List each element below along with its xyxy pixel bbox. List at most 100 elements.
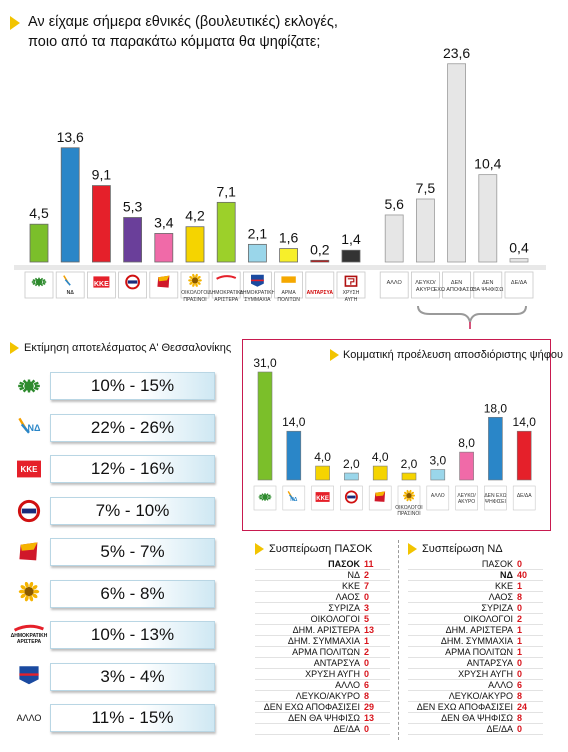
main-value-label-4: 3,4: [154, 214, 174, 230]
nd_table-row-label-12: ΛΕΥΚΟ/ΑΚΥΡΟ: [448, 691, 513, 702]
party-logo-0: [31, 277, 47, 287]
pasok-marker-icon: [255, 543, 264, 556]
estimate-range-5: 6% - 8%: [50, 579, 215, 608]
pasok_table-row-2: ΚΚΕ 7: [255, 581, 390, 593]
party-logo-6: [216, 275, 237, 280]
estimate-title-text: Εκτίμηση αποτελέσματος Α' Θεσσαλονίκης: [24, 342, 232, 354]
main-vote-chart: 4,5 13,6 ΝΔ 9,1 ΚΚΕ 5,3 3,4 4,2 ΟΙΚΟΛΟΓΟΙ ΠΡΑΣΙΝΟ…: [14, 45, 546, 329]
estimate-party-icon-7: [10, 665, 48, 689]
main-category-box-9: [305, 271, 335, 299]
pasok_table-row-label-12: ΛΕΥΚΟ/ΑΚΥΡΟ: [295, 691, 360, 702]
estimate-party-icon-8: ΑΛΛΟ: [10, 706, 48, 730]
pasok_table-row-15: ΔΕ/ΔΑ 0: [255, 724, 390, 736]
nd_table-row-value-7: 1: [517, 636, 523, 647]
pasok_table-row-value-9: 0: [364, 658, 370, 669]
pasok-cohesion-table: Συσπείρωση ΠΑΣΟΚ ΠΑΣΟΚ 11 ΝΔ 2 ΚΚΕ 7 ΛΑΟΣ 0 ΣΥΡΙ…: [255, 543, 390, 736]
party-logo-3: [125, 274, 141, 290]
estimate-party-icon-3: [10, 499, 48, 523]
nd_table-row-label-14: ΔΕΝ ΘΑ ΨΗΦΙΣΩ: [441, 713, 513, 724]
nd_table-row-label-11: ΑΛΛΟ: [488, 680, 513, 691]
nd_table-row-label-9: ΑΝΤΑΡΣΥΑ: [466, 658, 513, 669]
pasok_table-row-10: ΧΡΥΣΗ ΑΥΓΗ 0: [255, 669, 390, 681]
nd-cohesion-table: Συσπείρωση ΝΔ ΠΑΣΟΚ 0 ΝΔ 40 ΚΚΕ 1 ΛΑΟΣ 8 ΣΥΡΙΖΑ 0…: [408, 543, 543, 736]
undecided-origin-title-text: Κομματική προέλευση αποσδιόριστης ψήφου: [343, 349, 563, 361]
estimate-range-7: 3% - 4%: [50, 662, 215, 691]
estimate-party-icon-2: ΚΚΕ: [10, 457, 48, 481]
main-tick-label-13: ΔΕΝ ΕΧΩ ΑΠΟΦΑΣΙΣΕΙ: [434, 280, 480, 293]
party-logo-2: [17, 460, 41, 478]
main-value-label-7: 2,1: [248, 225, 268, 241]
pasok_table-row-9: ΑΝΤΑΡΣΥΑ 0: [255, 658, 390, 670]
nd_table-row-14: ΔΕΝ ΘΑ ΨΗΦΙΣΩ 8: [408, 713, 543, 725]
main-bar-1: [60, 147, 80, 263]
party-logo-10: [344, 275, 358, 287]
pasok_table-row-4: ΣΥΡΙΖΑ 3: [255, 603, 390, 615]
main-category-box-14: [473, 271, 503, 299]
nd_table-row-value-14: 8: [517, 713, 523, 724]
main-bar-14: [478, 174, 498, 263]
nd_table-row-4: ΣΥΡΙΖΑ 0: [408, 603, 543, 615]
estimate-icon-label-6: ΔΗΜΟΚΡΑΤΙΚΗ ΑΡΙΣΤΕΡΑ: [10, 633, 48, 645]
party-logo-1: [63, 275, 71, 286]
nd-marker-icon: [408, 543, 417, 556]
pasok_table-row-value-0: 11: [364, 559, 374, 570]
undecided-origin-panel: [242, 339, 551, 531]
main-bar-5: [185, 226, 205, 263]
main-bar-4: [154, 233, 174, 263]
estimate-range-1: 22% - 26%: [50, 413, 215, 442]
pasok_table-row-label-4: ΣΥΡΙΖΑ: [328, 603, 360, 614]
nd_table-row-9: ΑΝΤΑΡΣΥΑ 0: [408, 658, 543, 670]
estimate-logo-svg-4: [19, 542, 38, 561]
nd_table-row-value-11: 6: [517, 680, 523, 691]
main-category-box-13: [442, 271, 472, 299]
main-value-label-13: 23,6: [443, 45, 470, 61]
pasok_table-row-13: ΔΕΝ ΕΧΩ ΑΠΟΦΑΣΙΣΕΙ 29: [255, 702, 390, 714]
nd_table-row-label-3: ΛΑΟΣ: [488, 592, 513, 603]
estimate-range-8: 11% - 15%: [50, 704, 215, 732]
pasok_table-row-label-2: ΚΚΕ: [341, 581, 360, 592]
nd_table-row-label-5: ΟΙΚΟΛΟΓΟΙ: [463, 614, 513, 625]
party-logo-0: [18, 379, 40, 393]
party-logo-3: [17, 499, 41, 522]
main-tick-label-15: ΔΕ/ΔΑ: [511, 280, 528, 286]
pasok_table-row-value-6: 13: [364, 625, 375, 636]
pasok-title-text: Συσπείρωση ΠΑΣΟΚ: [269, 543, 373, 555]
estimate-party-icon-4: [10, 540, 48, 564]
pasok_table-row-value-3: 0: [364, 592, 370, 603]
pasok_table-row-7: ΔΗΜ. ΣΥΜΜΑΧΙΑ 1: [255, 636, 390, 648]
pasok_table-row-value-11: 6: [364, 680, 370, 691]
pasok_table-row-label-14: ΔΕΝ ΘΑ ΨΗΦΙΣΩ: [288, 713, 360, 724]
pasok_table-row-value-1: 2: [364, 570, 370, 581]
main-value-label-14: 10,4: [474, 156, 501, 172]
main-bar-0: [29, 223, 49, 263]
pasok_table-row-6: ΔΗΜ. ΑΡΙΣΤΕΡΑ 13: [255, 625, 390, 637]
pasok_table-row-label-8: ΑΡΜΑ ΠΟΛΙΤΩΝ: [292, 647, 360, 658]
nd_table-row-value-9: 0: [517, 658, 523, 669]
nd_table-row-0: ΠΑΣΟΚ 0: [408, 559, 543, 571]
main-tick-label-10: ΧΡΥΣΗ ΑΥΓΗ: [343, 290, 360, 303]
estimate-party-icon-1: ΝΔ: [10, 416, 48, 440]
estimate-row-8: ΑΛΛΟ 11% - 15%: [10, 704, 215, 732]
pasok_table-row-value-4: 3: [364, 603, 370, 614]
party-logo-6: [13, 624, 44, 632]
main-tick-label-11: ΑΛΛΟ: [387, 280, 403, 286]
pasok_table-row-label-5: ΟΙΚΟΛΟΓΟΙ: [310, 614, 360, 625]
main-category-box-15: [504, 271, 534, 299]
main-bar-10: [341, 249, 361, 263]
nd-title-text: Συσπείρωση ΝΔ: [422, 543, 503, 555]
main-bar-6: [216, 201, 236, 263]
estimate-row-6: ΔΗΜΟΚΡΑΤΙΚΗ ΑΡΙΣΤΕΡΑ 10% - 13%: [10, 621, 215, 649]
estimate-range-2: 12% - 16%: [50, 455, 215, 483]
pasok_table-row-value-7: 1: [364, 636, 370, 647]
main-tick-label-12: ΛΕΥΚΟ/ΑΚΥΡΟ: [415, 280, 436, 293]
main-bar-2: [92, 185, 111, 263]
nd-table-title: Συσπείρωση ΝΔ: [408, 543, 543, 556]
main-bar-3: [123, 217, 142, 263]
estimate-icon-label-1: ΝΔ: [27, 422, 41, 433]
pasok_table-row-value-13: 29: [364, 702, 375, 713]
main-value-label-10: 1,4: [341, 231, 361, 247]
estimate-range-3: 7% - 10%: [50, 496, 215, 525]
main-value-label-2: 9,1: [92, 167, 112, 183]
nd_table-row-value-15: 0: [517, 724, 523, 735]
main-tick-label-8: ΑΡΜΑ ΠΟΛΙΤΩΝ: [277, 290, 300, 303]
